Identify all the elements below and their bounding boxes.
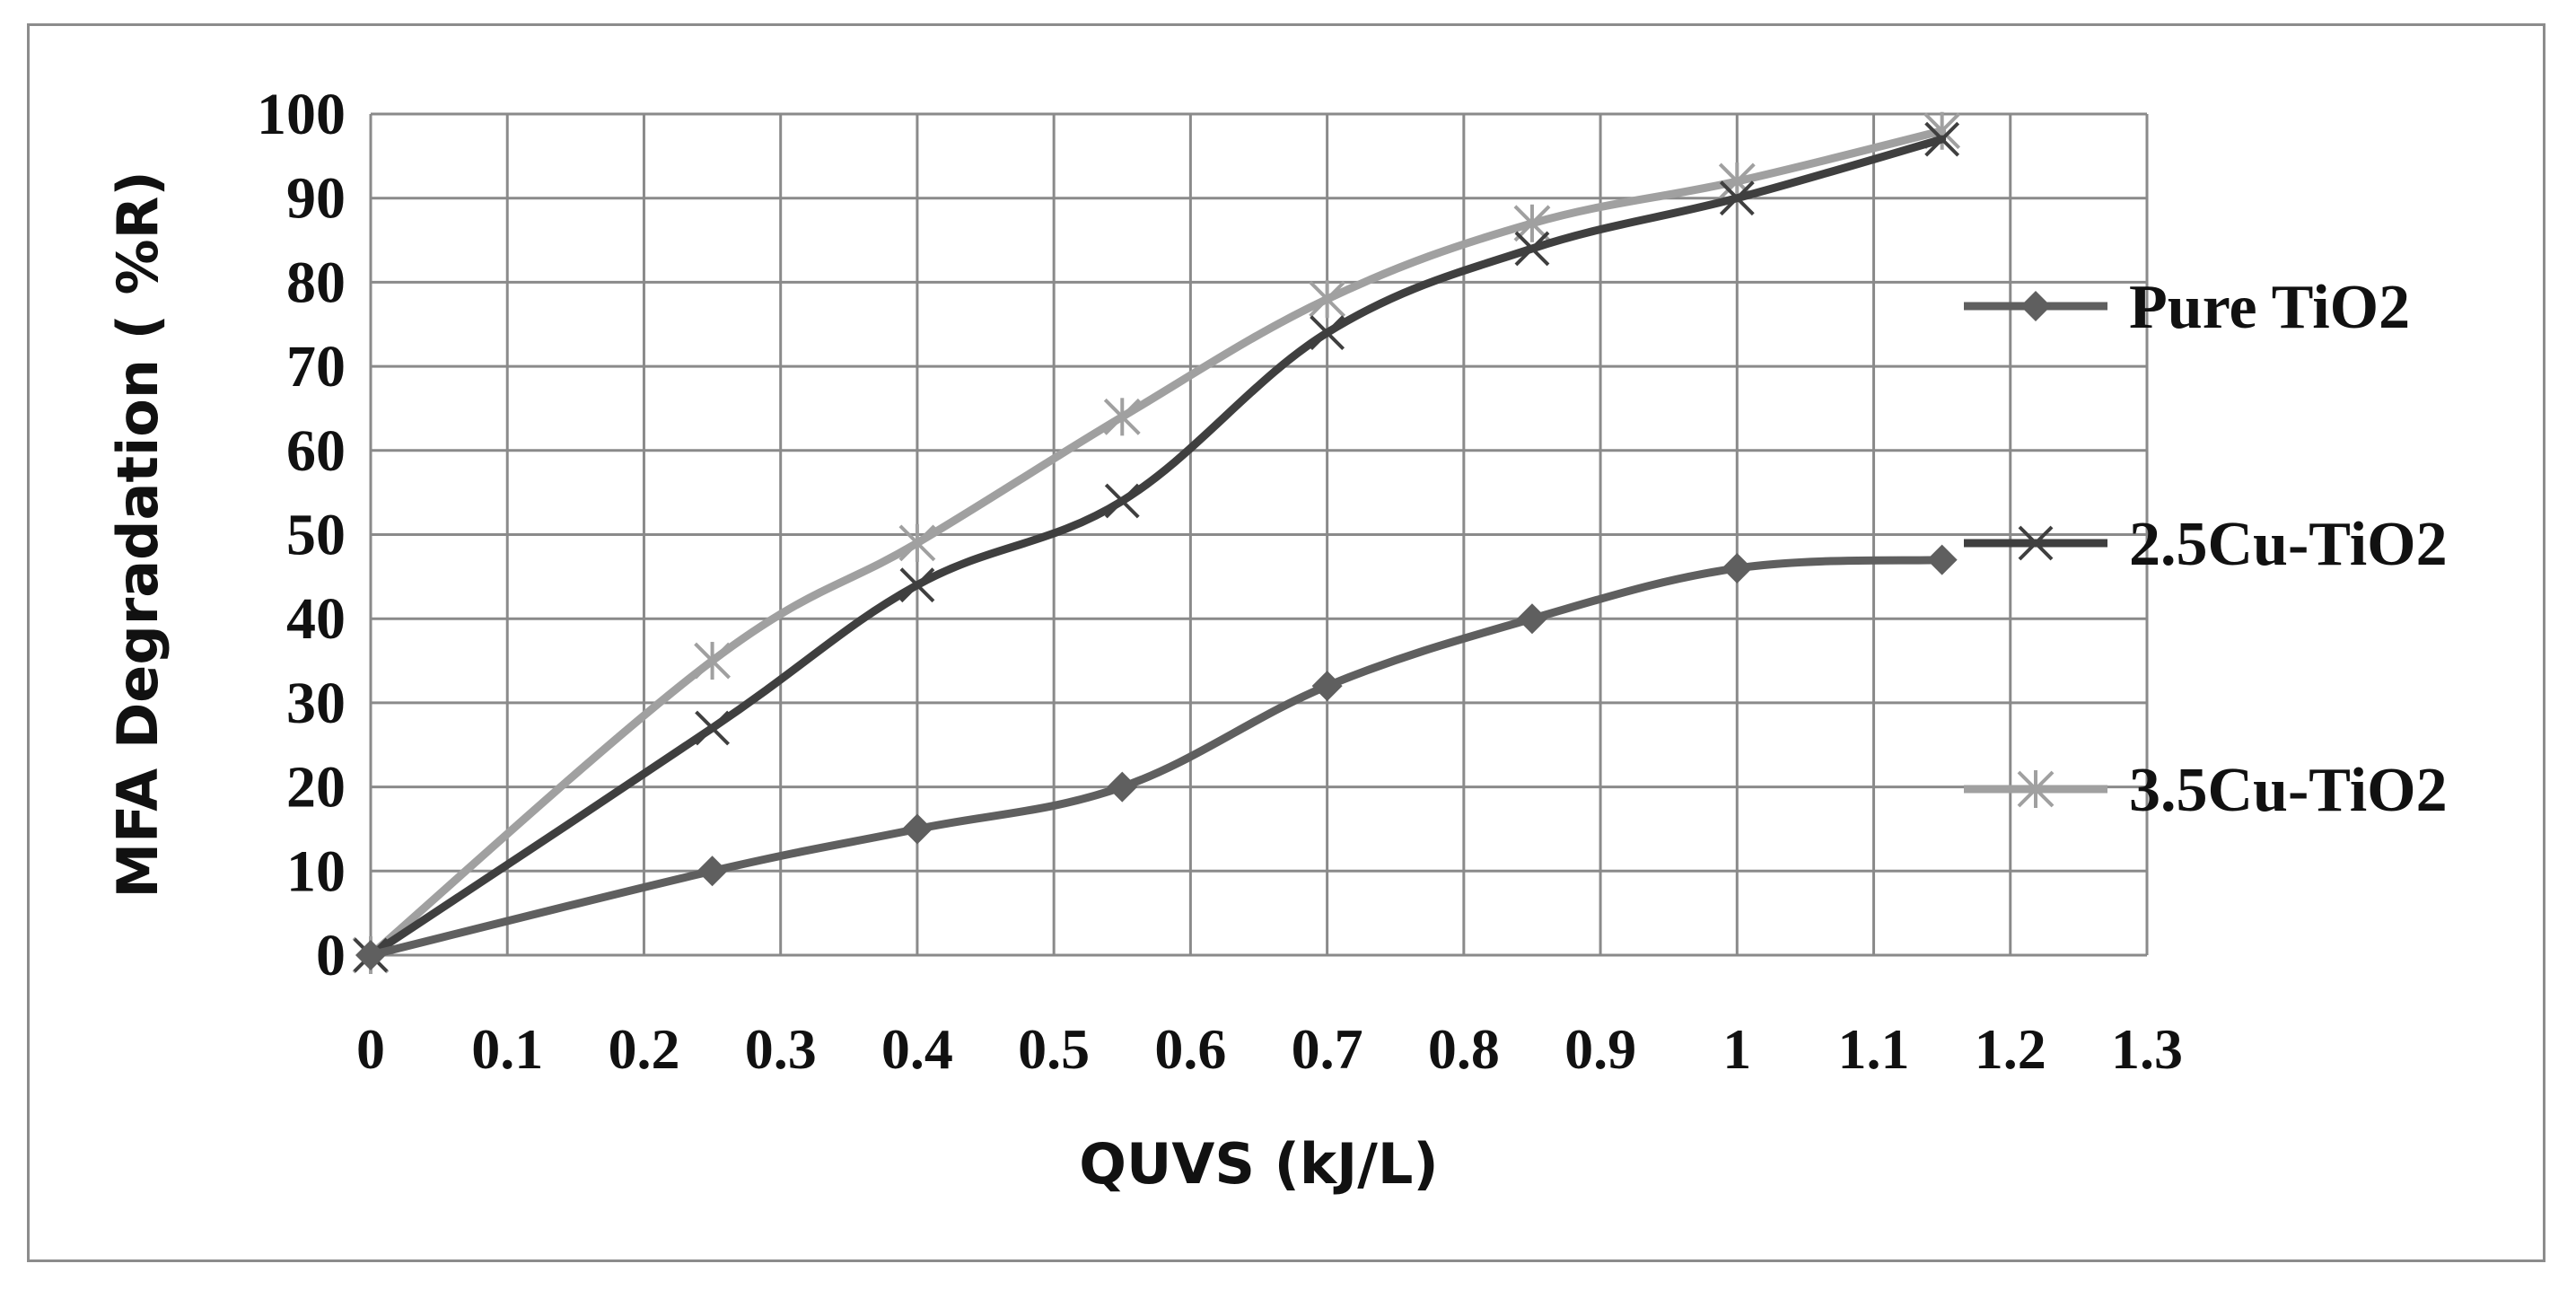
data-point [899,567,935,603]
data-point [901,813,933,845]
marker-stroke [1924,121,1960,157]
legend-entry: 3.5Cu-TiO2 [1964,756,2448,825]
marker-stroke [1514,231,1550,267]
y-tick-label: 50 [286,503,346,568]
legend-label: 3.5Cu-TiO2 [2129,756,2448,825]
x-axis-ticks: 0 0.1 0.2 0.3 0.4 0.5 0.6 0.7 0.8 0.9 1 1.1 1.2 1.3 [356,1017,2183,1081]
data-point [1514,231,1550,267]
marker-stroke [899,567,935,603]
x-tick-label: 0 [356,1017,385,1081]
data-point [1924,121,1960,157]
series-line [366,135,1947,960]
legend-marker [2020,291,2051,321]
data-point [1104,483,1140,519]
y-tick-label: 80 [286,250,346,315]
legend-label: Pure TiO2 [2129,273,2410,342]
x-tick-label: 0.4 [881,1017,953,1081]
y-tick-label: 40 [286,586,346,652]
legend-marker [2017,770,2055,808]
y-tick-label: 100 [257,82,346,147]
marker-stroke [2018,525,2054,561]
marker-stroke [1104,483,1140,519]
y-axis-title: MFA Degradation ( %R) [105,171,171,898]
marker-stroke [1719,180,1755,216]
data-point [355,940,386,970]
data-point [1310,315,1345,351]
y-tick-label: 10 [286,838,346,904]
grid [369,112,2149,957]
y-axis-ticks: 0 10 20 30 40 50 60 70 80 90 100 [257,82,346,988]
y-tick-label: 90 [286,166,346,232]
legend-marker [2018,525,2054,561]
legend: Pure TiO2 2.5Cu-TiO2 3.5Cu-TiO2 [1964,273,2448,825]
x-tick-label: 0.1 [471,1017,543,1081]
data-point [1103,398,1141,436]
data-point [898,523,936,562]
legend-entry: Pure TiO2 [1964,273,2410,342]
y-tick-label: 0 [316,923,346,988]
x-tick-label: 0.8 [1428,1017,1500,1081]
y-tick-label: 60 [286,418,346,484]
y-tick-label: 20 [286,755,346,821]
legend-label: 2.5Cu-TiO2 [2129,510,2448,579]
x-tick-label: 1 [1722,1017,1751,1081]
series-line [366,127,1947,960]
data-point [1719,180,1755,216]
data-point [1107,771,1138,803]
x-tick-label: 1.1 [1838,1017,1910,1081]
data-point [1311,671,1343,702]
marker-stroke [695,710,730,746]
x-tick-label: 0.9 [1564,1017,1636,1081]
data-point [695,710,730,746]
legend-entry: 2.5Cu-TiO2 [1964,510,2448,579]
x-tick-label: 1.3 [2111,1017,2183,1081]
chart-frame [27,23,2545,1262]
x-tick-label: 1.2 [1975,1017,2046,1081]
x-tick-label: 0.6 [1154,1017,1226,1081]
data-point [1926,544,1958,575]
series [352,111,1961,974]
data-point [1722,552,1753,584]
marker-stroke [1310,315,1345,351]
x-tick-label: 0.2 [608,1017,679,1081]
x-tick-label: 0.3 [745,1017,817,1081]
data-point [1309,280,1346,319]
y-tick-label: 70 [286,334,346,399]
data-point [697,856,728,887]
data-point [694,642,731,680]
x-axis-title: QUVS (kJ/L) [1079,1131,1438,1197]
x-tick-label: 0.7 [1292,1017,1363,1081]
x-tick-label: 0.5 [1018,1017,1090,1081]
y-tick-label: 30 [286,671,346,736]
data-point [1516,603,1547,635]
